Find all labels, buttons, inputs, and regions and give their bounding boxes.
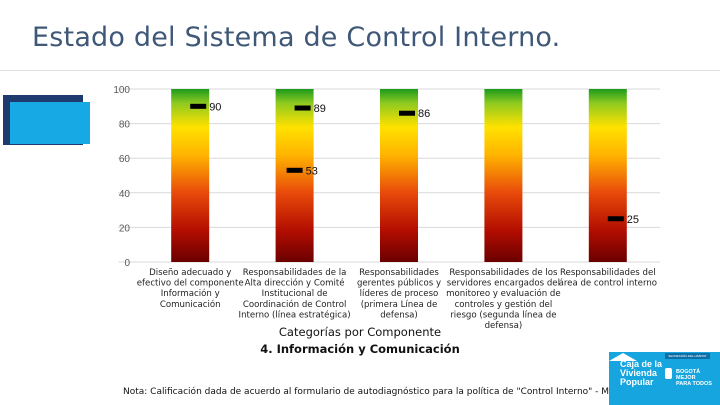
category-bar (380, 89, 418, 262)
category-label: Diseño adecuado y efectivo del componente… (137, 268, 244, 310)
value-marker (607, 216, 624, 222)
house-icon (609, 353, 637, 361)
value-label: 90 (209, 101, 221, 113)
category-label: Responsabilidades gerentes públicos y líde… (357, 268, 441, 320)
value-marker (399, 110, 415, 116)
value-marker (294, 105, 311, 111)
footnote: Nota: Calificación dada de acuerdo al fo… (123, 387, 625, 397)
y-tick-label: 100 (113, 85, 130, 96)
logo-name: Caja de la Vivienda Popular (620, 359, 663, 387)
x-axis-subtitle: 4. Información y Comunicación (260, 342, 460, 356)
value-label: 86 (418, 108, 430, 120)
y-tick-label: 0 (124, 258, 130, 269)
category-bar (484, 89, 523, 262)
decorative-block-light (10, 102, 90, 144)
bogota-logo: BOGOTÁ MEJOR PARA TODOS (676, 369, 712, 387)
y-tick-label: 40 (119, 189, 131, 200)
category-label: Responsabilidades de la Alta dirección y … (239, 268, 351, 320)
value-marker (286, 167, 303, 173)
x-axis-title: Categorías por Componente (278, 325, 442, 339)
category-bar (275, 89, 314, 262)
value-label: 89 (314, 103, 326, 115)
category-label: Responsabilidades de los servidores encar… (446, 268, 561, 331)
category-label: Responsabilidades del área de control int… (559, 268, 657, 289)
logo-tag: SECRETARÍA DEL HÁBITAT (665, 353, 710, 359)
title-divider (0, 70, 720, 71)
page-title: Estado del Sistema de Control Interno. (32, 22, 561, 53)
category-bar (588, 89, 627, 262)
y-tick-label: 80 (119, 120, 131, 131)
value-label: 25 (627, 214, 639, 226)
category-bar (171, 89, 210, 262)
bogota-seal-icon (665, 368, 672, 379)
value-marker (190, 103, 207, 109)
value-label: 53 (306, 165, 318, 177)
y-tick-label: 60 (119, 154, 131, 165)
y-tick-label: 20 (119, 223, 131, 234)
